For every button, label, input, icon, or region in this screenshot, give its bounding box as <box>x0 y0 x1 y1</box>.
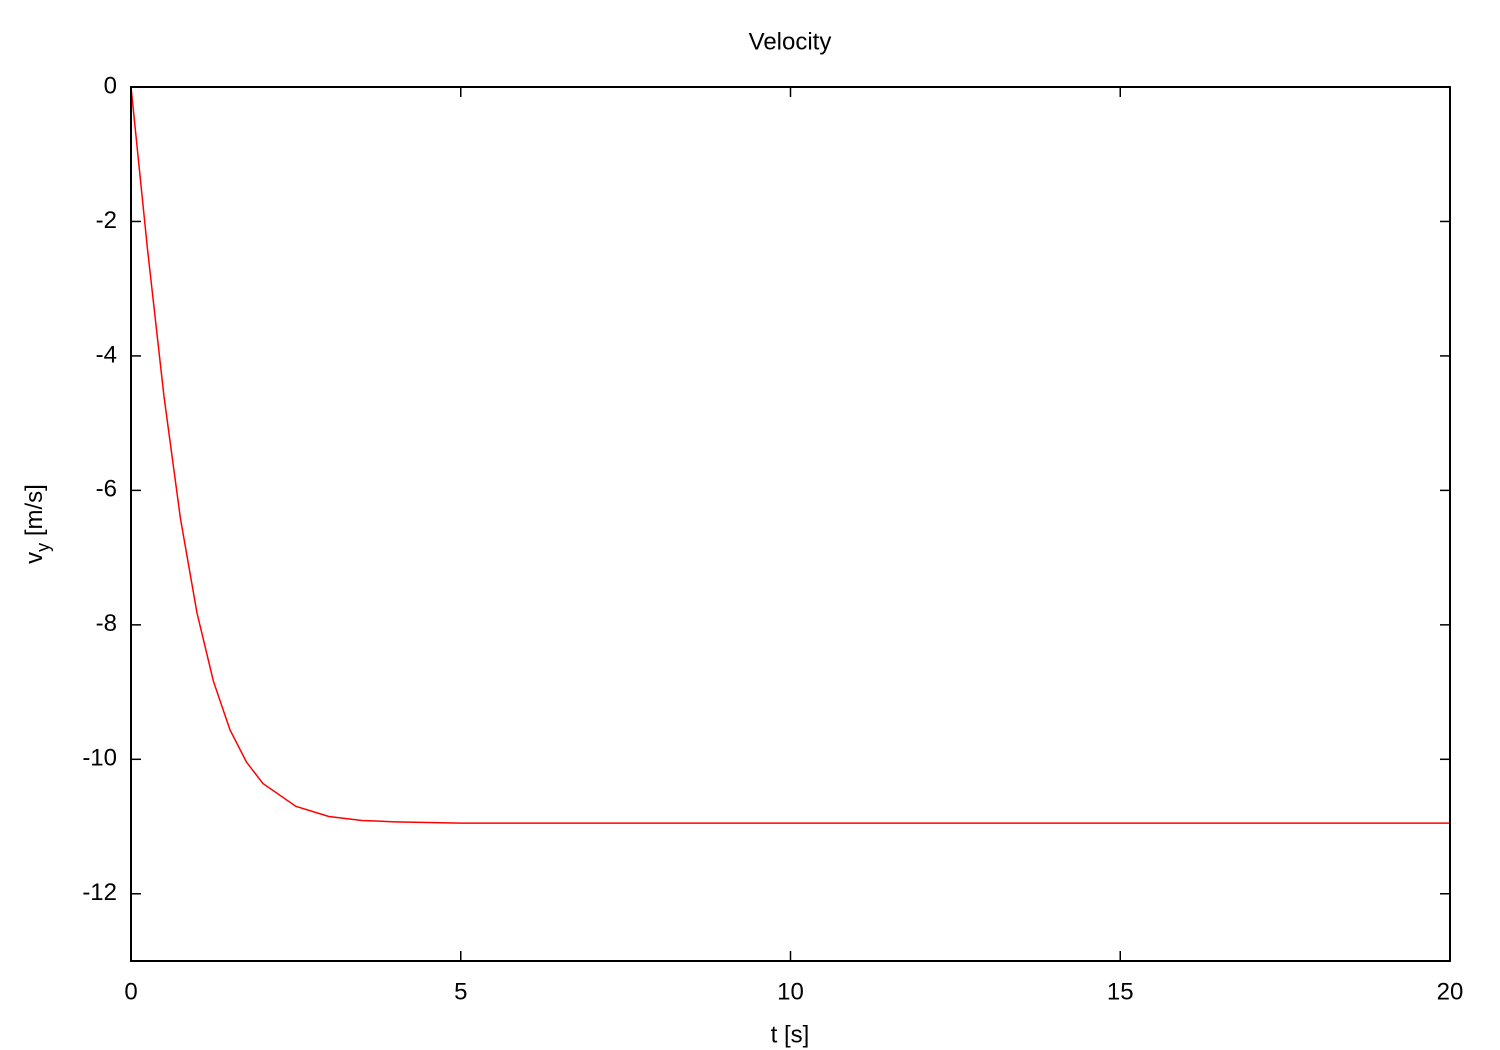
chart-title: Velocity <box>749 28 832 55</box>
data-line <box>130 86 1450 824</box>
x-tick-label: 10 <box>777 978 804 1005</box>
x-axis-label: t [s] <box>771 1021 810 1048</box>
y-tick-label: -4 <box>96 341 117 368</box>
y-axis-label: vy [m/s] <box>21 484 52 564</box>
x-tick-label: 15 <box>1107 978 1134 1005</box>
x-tick-label: 20 <box>1437 978 1464 1005</box>
y-tick-label: -6 <box>96 476 117 503</box>
y-tick-label: 0 <box>104 72 117 99</box>
y-tick-label: -12 <box>82 879 117 906</box>
y-tick-label: -8 <box>96 610 117 637</box>
y-tick-label: -10 <box>82 745 117 772</box>
plot-frame <box>130 86 1451 962</box>
x-tick-label: 5 <box>454 978 467 1005</box>
y-label-main: v <box>21 552 48 564</box>
x-tick-label: 0 <box>124 978 137 1005</box>
y-label-unit: [m/s] <box>21 484 48 543</box>
y-label-sub: y <box>33 543 53 552</box>
y-tick-label: -2 <box>96 207 117 234</box>
